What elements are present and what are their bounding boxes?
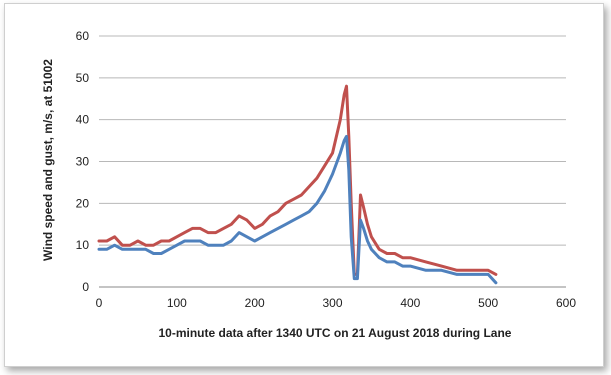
x-tick-label: 200 (245, 296, 265, 310)
y-tick-label: 40 (76, 113, 90, 127)
x-tick-label: 100 (167, 296, 187, 310)
y-tick-label: 10 (76, 238, 90, 252)
y-tick-labels: 0 10 20 30 40 50 60 (76, 29, 90, 294)
x-tick-label: 300 (322, 296, 342, 310)
y-tick-label: 60 (76, 29, 90, 43)
series-line-red (97, 84, 498, 276)
chart-frame (4, 3, 604, 367)
y-tick-label: 30 (76, 155, 90, 169)
y-tick-label: 20 (76, 196, 90, 210)
series-lines (97, 84, 498, 285)
x-tick-label: 600 (556, 296, 576, 310)
x-tick-labels: 0 100 200 300 400 500 600 (96, 296, 577, 310)
x-tick-label: 500 (478, 296, 498, 310)
series-line-blue (97, 134, 498, 285)
x-axis-label: 10-minute data after 1340 UTC on 21 Augu… (159, 326, 512, 340)
y-tick-label: 0 (82, 280, 89, 294)
y-tick-label: 50 (76, 71, 90, 85)
x-tick-label: 0 (96, 296, 103, 310)
y-axis-label: Wind speed and gust, m/s, at 51002 (41, 59, 55, 261)
x-tick-label: 400 (400, 296, 420, 310)
